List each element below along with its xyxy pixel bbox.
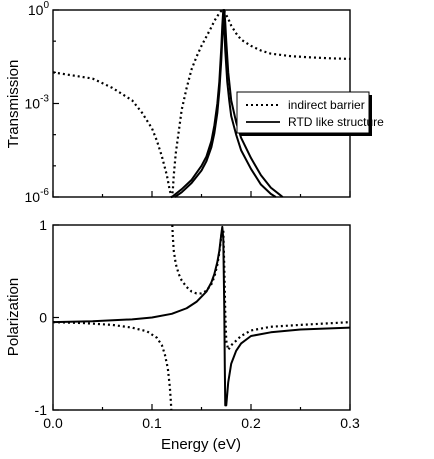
energy-x-tick-label: 0.2 bbox=[241, 415, 261, 431]
transmission-axis-label: Transmission bbox=[5, 60, 22, 149]
polarization-series-indirect-barrier-line-0 bbox=[52, 321, 173, 411]
transmission-y-tick-label: 10-6 bbox=[25, 187, 50, 205]
legend-label-rtd-like-structure: RTD like structure bbox=[288, 115, 384, 129]
transmission-series-group bbox=[52, 8, 351, 199]
energy-x-tick-label: 0.0 bbox=[43, 415, 63, 431]
transmission-panel: 100 10-3 10-6 Transmission indirect barrie… bbox=[5, 0, 384, 205]
polarization-series-group bbox=[52, 224, 351, 411]
legend-label-indirect-barrier: indirect barrier bbox=[288, 98, 365, 112]
polarization-y-tick-label: -1 bbox=[35, 402, 48, 418]
polarization-ticks: 1 0 -10.0 0.1 0.2 0.3 bbox=[35, 217, 360, 431]
polarization-plot-frame bbox=[52, 224, 351, 411]
transmission-y-tick-label: 10-3 bbox=[25, 94, 50, 112]
polarization-series-indirect-barrier-line-1 bbox=[171, 224, 351, 351]
legend: indirect barrier RTD like structure bbox=[236, 91, 384, 136]
transmission-y-tick-label: 100 bbox=[28, 0, 50, 18]
legend-box bbox=[236, 91, 370, 134]
transmission-series-indirect-barrier-line bbox=[52, 8, 351, 199]
polarization-series-rtd-like-structure-line-0 bbox=[52, 225, 351, 407]
polarization-axis-label: Polarization bbox=[5, 278, 22, 356]
polarization-panel: 1 0 -10.0 0.1 0.2 0.3 Polarization Energy (eV… bbox=[5, 217, 360, 453]
energy-x-tick-label: 0.3 bbox=[340, 415, 360, 431]
polarization-y-tick-label: 1 bbox=[39, 217, 47, 233]
transmission-series-rtd-branch-2-line bbox=[174, 9, 284, 198]
polarization-y-tick-label: 0 bbox=[39, 310, 47, 326]
energy-axis-label: Energy (eV) bbox=[161, 436, 241, 453]
energy-x-tick-label: 0.1 bbox=[142, 415, 162, 431]
